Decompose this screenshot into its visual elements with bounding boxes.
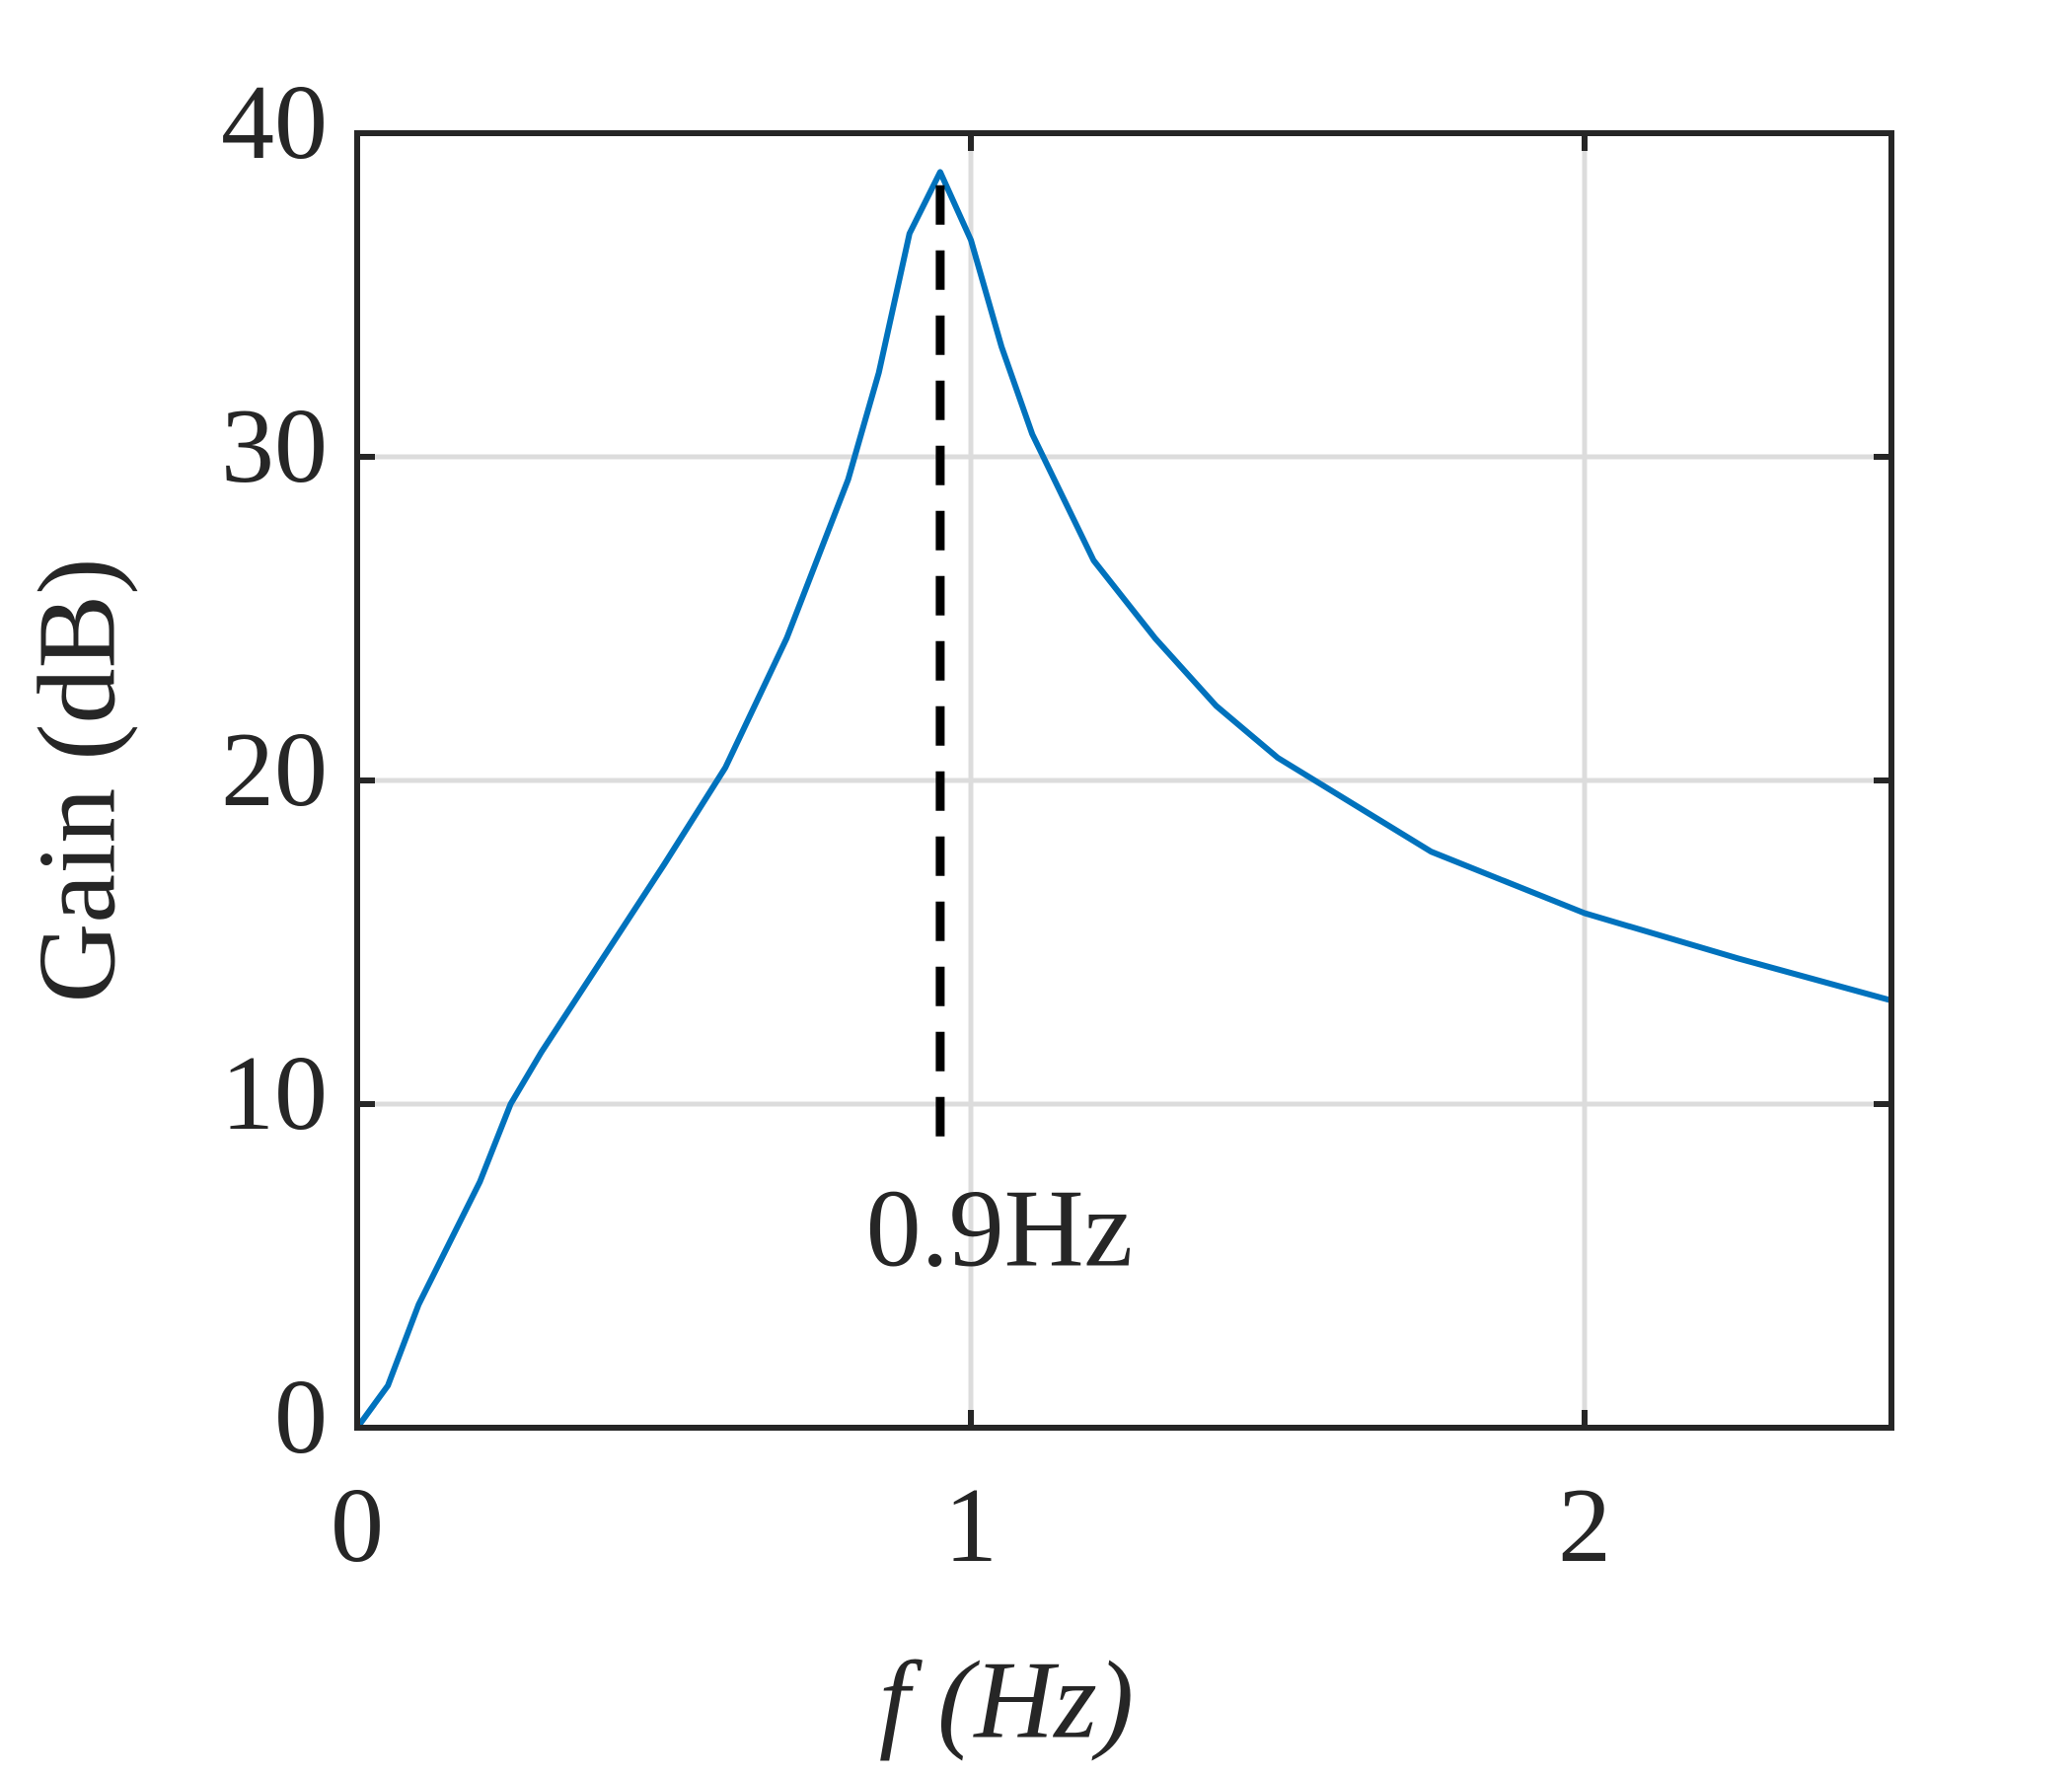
x-tick-label: 2	[1558, 1467, 1611, 1585]
y-tick-label: 20	[221, 711, 328, 829]
y-axis-label: Gain (dB)	[17, 557, 139, 1002]
annotation-label: 0.9Hz	[866, 1168, 1134, 1291]
y-tick-label: 0	[274, 1359, 328, 1476]
y-tick-label: 10	[221, 1035, 328, 1152]
x-tick-label: 0	[331, 1467, 384, 1585]
line-series	[354, 169, 1892, 1430]
y-tick-label: 30	[221, 388, 328, 505]
x-axis-label: f (Hz)	[879, 1640, 1134, 1762]
y-tick-label: 40	[221, 64, 328, 182]
plot-area	[354, 169, 1892, 1430]
x-tick-label: 1	[944, 1467, 998, 1585]
